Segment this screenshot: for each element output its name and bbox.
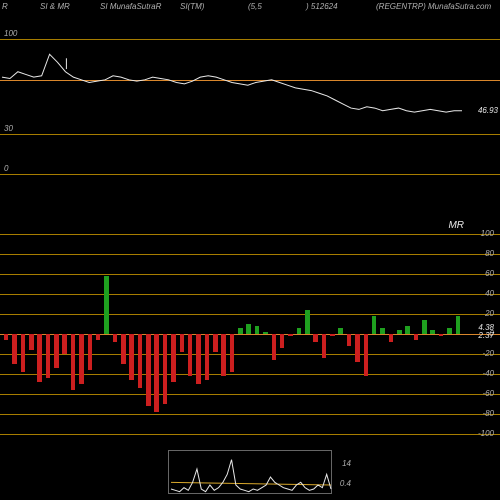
gridline bbox=[0, 294, 500, 295]
mr-bar bbox=[196, 334, 201, 384]
mr-bar bbox=[414, 334, 419, 340]
mr-bar bbox=[171, 334, 176, 382]
mr-bar bbox=[88, 334, 93, 370]
mr-bar bbox=[430, 330, 435, 334]
axis-label: -60 bbox=[482, 389, 494, 398]
mr-bar bbox=[456, 316, 461, 334]
mr-bar bbox=[221, 334, 226, 376]
mr-bar bbox=[355, 334, 360, 362]
mr-bar bbox=[322, 334, 327, 358]
mr-bar bbox=[397, 330, 402, 334]
mr-bar bbox=[37, 334, 42, 382]
mr-bar bbox=[54, 334, 59, 368]
axis-label: 60 bbox=[485, 269, 494, 278]
mr-bar bbox=[405, 326, 410, 334]
mr-bar bbox=[288, 334, 293, 336]
mr-bar bbox=[46, 334, 51, 378]
mr-bar bbox=[246, 324, 251, 334]
mr-bar bbox=[255, 326, 260, 334]
mini-chart bbox=[169, 451, 333, 495]
axis-label: -20 bbox=[482, 349, 494, 358]
mr-bar bbox=[380, 328, 385, 334]
mr-bar bbox=[62, 334, 67, 354]
header-item: ) 512624 bbox=[306, 2, 338, 11]
header-item: SI MunafaSutraR bbox=[100, 2, 161, 11]
gridline bbox=[0, 174, 500, 175]
mr-bar bbox=[338, 328, 343, 334]
header-item: SI(TM) bbox=[180, 2, 204, 11]
axis-label: 20 bbox=[485, 309, 494, 318]
mr-bar bbox=[12, 334, 17, 364]
mr-bar bbox=[129, 334, 134, 380]
bottom-panel: 140.4 bbox=[168, 450, 332, 494]
mr-bar bbox=[330, 334, 335, 336]
gridline bbox=[0, 274, 500, 275]
mr-bar bbox=[4, 334, 9, 340]
mr-bar bbox=[364, 334, 369, 376]
mini-label: 14 bbox=[342, 459, 351, 468]
mini-label: 0.4 bbox=[340, 479, 351, 488]
mr-bar bbox=[272, 334, 277, 360]
mr-bar bbox=[96, 334, 101, 340]
mr-bar bbox=[439, 334, 444, 336]
mr-bar bbox=[79, 334, 84, 384]
mr-bar bbox=[21, 334, 26, 372]
axis-label: -40 bbox=[482, 369, 494, 378]
axis-label: 100 bbox=[481, 229, 494, 238]
mr-panel: MR-100-80-60-40-200204060801004.382.37 bbox=[0, 234, 500, 434]
mr-bar bbox=[389, 334, 394, 342]
gridline bbox=[0, 414, 500, 415]
mr-bar bbox=[104, 276, 109, 334]
mr-bar bbox=[297, 328, 302, 334]
mr-bar bbox=[146, 334, 151, 406]
rsi-line-chart bbox=[0, 26, 500, 174]
mr-bar bbox=[313, 334, 318, 342]
axis-label: -100 bbox=[478, 429, 494, 438]
gridline bbox=[0, 234, 500, 235]
axis-label: -80 bbox=[482, 409, 494, 418]
gridline bbox=[0, 254, 500, 255]
mr-bar bbox=[238, 328, 243, 334]
mr-bar bbox=[113, 334, 118, 342]
mr-bar bbox=[347, 334, 352, 346]
mr-bar bbox=[188, 334, 193, 376]
header-item: R bbox=[2, 2, 8, 11]
gridline bbox=[0, 314, 500, 315]
rsi-panel: 03010046.93 bbox=[0, 26, 500, 174]
header-item: SI & MR bbox=[40, 2, 70, 11]
mr-bar bbox=[305, 310, 310, 334]
mr-bar bbox=[263, 332, 268, 334]
mr-bar bbox=[138, 334, 143, 388]
mr-bar bbox=[205, 334, 210, 380]
panel-title: MR bbox=[448, 220, 464, 231]
mr-bar bbox=[163, 334, 168, 404]
gridline bbox=[0, 434, 500, 435]
mr-bar bbox=[447, 328, 452, 334]
axis-label: 80 bbox=[485, 249, 494, 258]
gridline bbox=[0, 394, 500, 395]
mr-bar bbox=[180, 334, 185, 352]
mr-bar bbox=[372, 316, 377, 334]
mr-bar bbox=[29, 334, 34, 350]
mr-bar bbox=[213, 334, 218, 352]
mr-bar bbox=[230, 334, 235, 372]
header-bar: R SI & MR SI MunafaSutraR SI(TM) (5,5 ) 51262… bbox=[0, 0, 500, 14]
mr-bar bbox=[121, 334, 126, 364]
axis-label: 40 bbox=[485, 289, 494, 298]
mr-bar bbox=[280, 334, 285, 348]
header-item: (5,5 bbox=[248, 2, 262, 11]
mr-bar bbox=[154, 334, 159, 412]
mr-bar bbox=[422, 320, 427, 334]
current-value-label: 2.37 bbox=[478, 331, 494, 340]
header-item: (REGENTRP) MunafaSutra.com bbox=[376, 2, 491, 11]
current-value-label: 46.93 bbox=[478, 106, 498, 115]
mr-bar bbox=[71, 334, 76, 390]
